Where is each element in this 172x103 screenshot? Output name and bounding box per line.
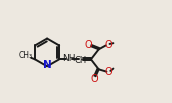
Text: CH₃: CH₃ [19, 51, 33, 60]
Text: O: O [105, 67, 112, 77]
Text: O: O [84, 40, 92, 50]
Text: CH: CH [75, 56, 87, 65]
Text: O: O [104, 40, 112, 50]
Text: O: O [90, 74, 98, 84]
Text: N: N [43, 60, 52, 70]
Text: NH: NH [62, 54, 76, 63]
